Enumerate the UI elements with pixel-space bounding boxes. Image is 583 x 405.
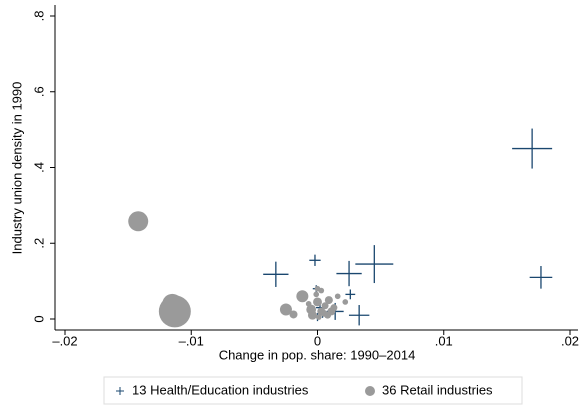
bubble <box>334 293 341 300</box>
bubble <box>318 287 325 294</box>
bubble <box>321 302 329 310</box>
bubble <box>162 293 183 314</box>
y-tick-label: .8 <box>31 11 46 22</box>
y-tick-label: .4 <box>31 162 46 173</box>
x-tick-label: –.02 <box>52 333 77 348</box>
plus-marker <box>345 289 356 300</box>
plus-marker <box>529 266 553 289</box>
bubble <box>313 297 322 307</box>
legend-symbol <box>365 386 375 396</box>
plus-marker <box>355 245 394 284</box>
x-tick-label: .02 <box>561 333 579 348</box>
y-tick-label: .6 <box>31 86 46 97</box>
plus-marker <box>512 128 553 169</box>
legend-box <box>103 376 523 405</box>
plus-marker <box>309 254 321 266</box>
x-tick-label: 0 <box>314 333 321 348</box>
x-axis-title: Change in pop. share: 1990–2014 <box>219 347 416 362</box>
y-axis-title: Industry union density in 1990 <box>9 82 24 255</box>
bubble <box>289 310 298 319</box>
bubble <box>324 296 333 305</box>
bubble <box>305 301 312 307</box>
bubble <box>128 211 149 232</box>
x-tick-label: .01 <box>435 333 453 348</box>
y-tick-label: .2 <box>31 238 46 249</box>
bubble <box>320 309 328 317</box>
plus-marker <box>263 261 289 287</box>
plus-marker <box>336 260 362 287</box>
legend-label: 36 Retail industries <box>382 382 493 397</box>
plus-marker <box>348 305 370 326</box>
bubble <box>313 291 320 298</box>
bubble <box>279 303 292 316</box>
bubble <box>296 290 309 303</box>
bubble <box>330 304 338 312</box>
y-tick-label: 0 <box>31 315 46 322</box>
legend-label: 13 Health/Education industries <box>132 382 309 397</box>
x-tick-label: –.01 <box>179 333 204 348</box>
bubble <box>315 314 322 320</box>
bubble <box>342 299 349 305</box>
bubble <box>307 310 317 320</box>
